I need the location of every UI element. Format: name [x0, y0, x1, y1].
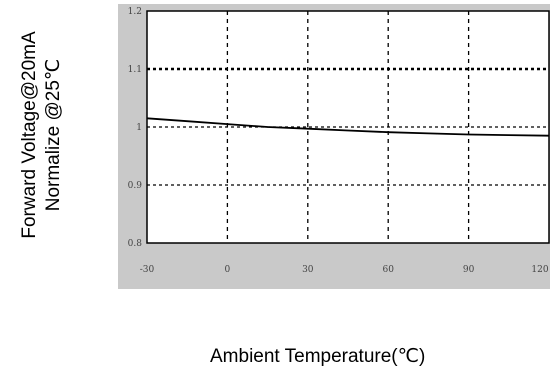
y-tick-labels: 1.2 1.1 1 0.9 0.8 [128, 7, 143, 249]
x-tick-label: 90 [463, 265, 475, 275]
x-tick-label: -30 [140, 265, 155, 275]
y-tick-label: 0.9 [128, 181, 143, 191]
y-tick-label: 1.2 [128, 7, 142, 17]
x-axis-label: Ambient Temperature(℃) [210, 346, 426, 367]
y-tick-label: 1.1 [128, 65, 142, 75]
x-tick-labels: -30 0 30 60 90 120 [140, 265, 549, 275]
x-tick-label: 0 [225, 265, 231, 275]
y-tick-label: 1 [136, 123, 142, 133]
x-tick-label: 30 [302, 265, 314, 275]
series-layer [146, 117, 550, 137]
y-axis-label-line-2: Normalize @25℃ [43, 58, 64, 212]
y-tick-label: 0.8 [128, 239, 143, 249]
series-line [146, 117, 550, 137]
grid-lines [147, 11, 549, 243]
y-axis-label: Forward Voltage@20mA Normalize @25℃ [6, 10, 78, 260]
x-tick-label: 60 [382, 265, 394, 275]
x-tick-label: 120 [531, 265, 548, 275]
y-axis-label-line-1: Forward Voltage@20mA [19, 31, 40, 239]
